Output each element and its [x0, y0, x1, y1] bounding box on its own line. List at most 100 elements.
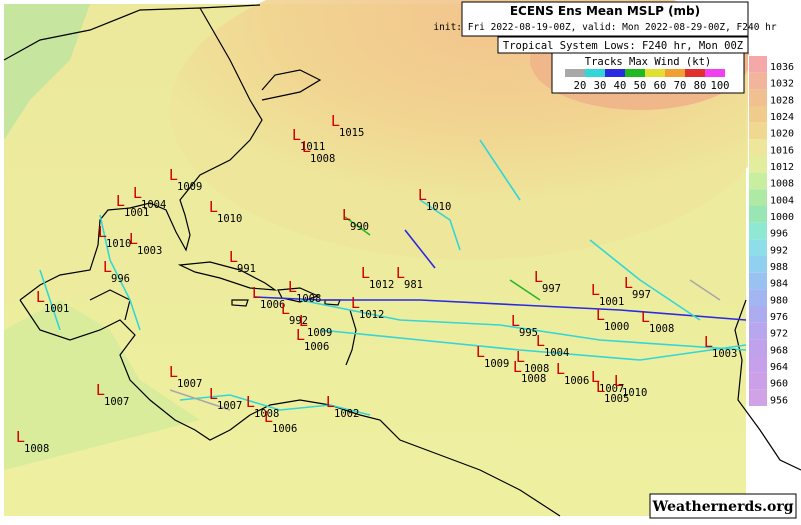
low-marker: L: [103, 258, 112, 276]
low-marker: L: [596, 378, 605, 396]
scale-swatch: [749, 356, 767, 373]
track: [689, 279, 721, 301]
credit-box: [649, 493, 797, 519]
cuba: [177, 261, 278, 291]
low-marker: L: [614, 372, 623, 390]
scale-swatch: [749, 156, 767, 173]
low-pressure: 981: [404, 279, 423, 291]
low-marker: L: [476, 343, 485, 361]
scale-swatch: [749, 222, 767, 240]
wind-swatch: [565, 69, 585, 77]
yucatan: [89, 289, 131, 321]
low-pressure: 1007: [217, 400, 242, 412]
low-marker: L: [169, 363, 178, 381]
low-pressure: 992: [289, 315, 308, 327]
tracks: [39, 139, 747, 416]
title: ECENS Ens Mean MSLP (mb): [510, 4, 700, 18]
low-pressure: 1009: [307, 327, 332, 339]
low-marker: L: [292, 126, 301, 144]
low-marker: L: [342, 206, 351, 224]
low-marker: L: [169, 166, 178, 184]
low-marker: L: [536, 332, 545, 350]
low-marker: L: [36, 288, 45, 306]
coastlines: [3, 4, 801, 517]
low-pressure: 1008: [524, 363, 549, 375]
low-pressure: 996: [111, 273, 130, 285]
scale-swatch: [749, 139, 767, 156]
wind-swatch: [625, 69, 645, 77]
low-pressure: 1012: [369, 279, 394, 291]
scale-swatch: [749, 206, 767, 223]
wind-swatch: [665, 69, 685, 77]
low-pressure: 1007: [599, 383, 624, 395]
low-pressure: 1012: [359, 309, 384, 321]
south-america: [249, 399, 561, 517]
track: [479, 139, 521, 201]
track: [419, 199, 461, 251]
low-marker: L: [252, 284, 261, 302]
low-marker: L: [16, 428, 25, 446]
low-pressure: 1006: [272, 423, 297, 435]
header-box: [461, 1, 749, 37]
low-pressure: 1000: [604, 321, 629, 333]
low-pressure: 1001: [599, 296, 624, 308]
jamaica: [231, 299, 249, 307]
low-marker: L: [288, 278, 297, 296]
low-marker: L: [229, 248, 238, 266]
wind-label: 60: [654, 80, 667, 92]
track: [99, 214, 141, 331]
low-marker: L: [556, 360, 565, 378]
low-marker: L: [209, 198, 218, 216]
wind-label: 100: [711, 80, 730, 92]
scale-label: 956: [770, 395, 788, 406]
scale-label: 1032: [770, 79, 794, 90]
low-pressure: 1009: [177, 181, 202, 193]
wind-label: 80: [694, 80, 707, 92]
wind-legend: 20 30 40 50 60 70 80 100: [565, 69, 729, 92]
track: [179, 394, 371, 416]
track: [299, 299, 747, 351]
scale-label: 968: [770, 345, 788, 356]
low-marker: L: [98, 223, 107, 241]
track: [344, 216, 371, 236]
low-marker: L: [281, 300, 290, 318]
low-marker: L: [704, 333, 713, 351]
low-pressure: 1008: [24, 443, 49, 455]
wind-swatch: [705, 69, 725, 77]
low-pressure: 1007: [104, 396, 129, 408]
low-marker: L: [513, 358, 522, 376]
low-marker: L: [331, 112, 340, 130]
low-pressure: 1010: [426, 201, 451, 213]
low-pressure: 1010: [217, 213, 242, 225]
africa: [734, 299, 801, 471]
north-america: [3, 4, 263, 301]
low-pressure: 991: [237, 263, 256, 275]
wind-label: 20: [574, 80, 587, 92]
low-marker: L: [596, 306, 605, 324]
low-marker: L: [326, 393, 335, 411]
scale-label: 1036: [770, 62, 794, 73]
wind-label: 70: [674, 80, 687, 92]
low-pressure: 1008: [254, 408, 279, 420]
scale-label: 1012: [770, 162, 794, 173]
low-marker: L: [591, 281, 600, 299]
low-marker: L: [209, 385, 218, 403]
scale-label: 996: [770, 229, 788, 240]
low-pressure: 1003: [712, 348, 737, 360]
low-pressure: 1008: [310, 153, 335, 165]
low-marker: L: [296, 326, 305, 344]
central-america: [19, 299, 251, 441]
low-marker: L: [396, 264, 405, 282]
low-marker: L: [129, 230, 138, 248]
low-pressure: 1010: [622, 387, 647, 399]
scale-swatch: [749, 189, 767, 206]
low-marker: L: [96, 381, 105, 399]
track: [404, 229, 436, 269]
low-pressure: 995: [519, 327, 538, 339]
scale-label: 984: [770, 279, 788, 290]
scale-label: 1004: [770, 195, 794, 206]
low-marker: L: [591, 368, 600, 386]
low-pressure: 1008: [296, 293, 321, 305]
track: [509, 279, 541, 301]
